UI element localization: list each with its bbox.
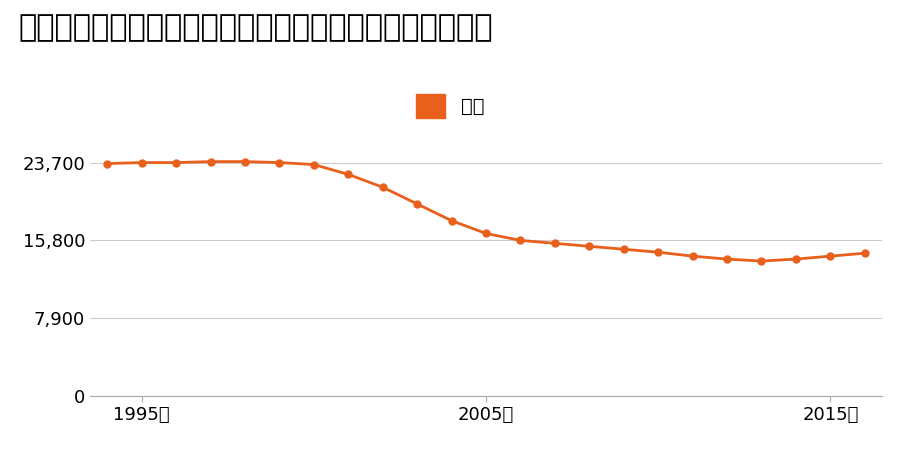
Legend: 価格: 価格 [408, 86, 492, 126]
Text: 宮城県亘理郡山元町浅生原字作田山２番１００の地価推移: 宮城県亘理郡山元町浅生原字作田山２番１００の地価推移 [18, 14, 492, 42]
